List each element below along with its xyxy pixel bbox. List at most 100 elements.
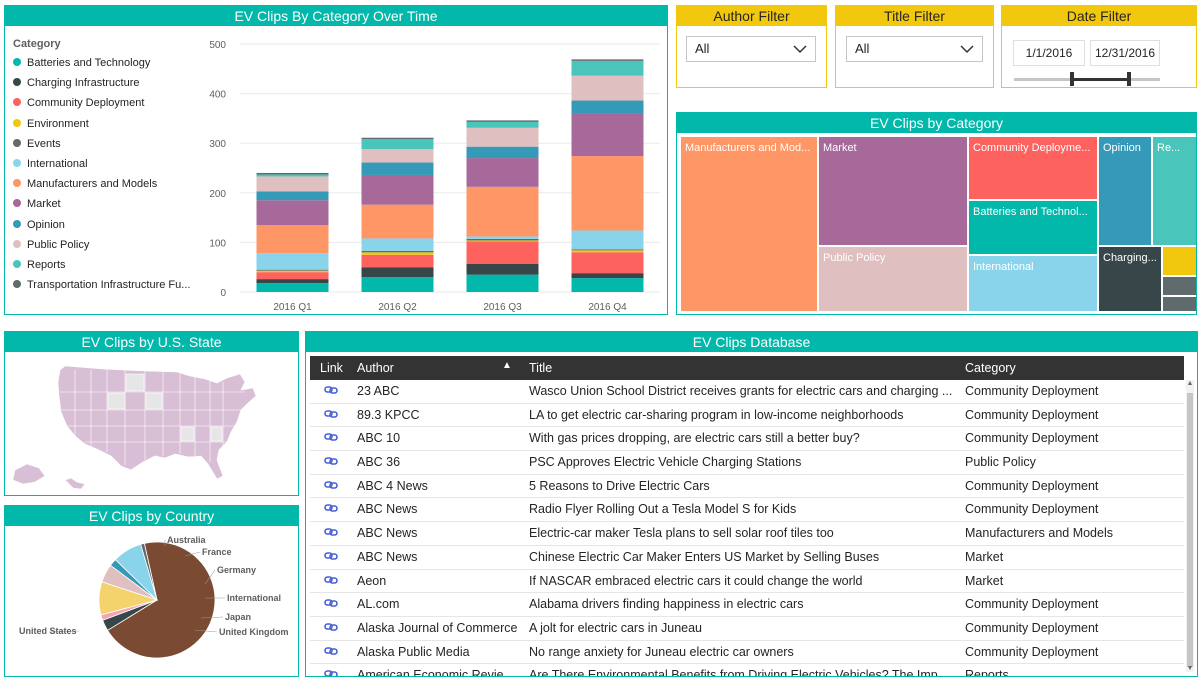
table-row[interactable]: 23 ABC Wasco Union School District receiv… (310, 380, 1184, 404)
legend-item[interactable]: Community Deployment (13, 97, 203, 117)
legend-item[interactable]: Opinion (13, 219, 203, 239)
bar-segment[interactable] (361, 252, 434, 255)
bar-segment[interactable] (466, 263, 539, 275)
bar-segment[interactable] (571, 113, 644, 157)
bar-segment[interactable] (466, 186, 539, 237)
link-icon[interactable] (324, 431, 340, 446)
bar-segment[interactable] (361, 149, 434, 163)
bar-segment[interactable] (361, 204, 434, 239)
table-row[interactable]: ABC News Chinese Electric Car Maker Enter… (310, 546, 1184, 570)
bar-segment[interactable] (361, 267, 434, 278)
author-filter-dropdown[interactable]: All (686, 36, 816, 62)
pie-slice[interactable] (140, 542, 158, 601)
link-icon[interactable] (324, 574, 340, 589)
bar-segment[interactable] (256, 172, 329, 175)
bar-segment[interactable] (571, 156, 644, 231)
treemap-tile[interactable] (1163, 297, 1196, 313)
bar-segment[interactable] (256, 272, 329, 280)
legend-item[interactable]: Transportation Infrastructure Fu... (13, 279, 203, 299)
bar-segment[interactable] (466, 238, 539, 241)
link-icon[interactable] (324, 550, 340, 565)
link-icon[interactable] (324, 621, 340, 636)
legend-item[interactable]: Market (13, 198, 203, 218)
column-header-title[interactable]: Title (529, 361, 553, 375)
column-header-author[interactable]: Author (357, 361, 394, 375)
title-filter-dropdown[interactable]: All (846, 36, 983, 62)
bar-segment[interactable] (571, 249, 644, 251)
scroll-up-icon[interactable]: ▲ (1186, 380, 1194, 387)
date-end-input[interactable]: 12/31/2016 (1090, 40, 1160, 66)
bar-segment[interactable] (466, 274, 539, 292)
treemap-tile[interactable] (1163, 247, 1196, 277)
bar-segment[interactable] (466, 146, 539, 159)
date-slider-start-handle[interactable] (1070, 72, 1075, 86)
bar-segment[interactable] (466, 120, 539, 122)
legend-item[interactable]: Public Policy (13, 239, 203, 259)
bar-segment[interactable] (361, 174, 434, 205)
bar-segment[interactable] (571, 230, 644, 250)
bar-segment[interactable] (361, 162, 434, 175)
bar-segment[interactable] (466, 127, 539, 147)
bar-segment[interactable] (361, 238, 434, 251)
bar-segment[interactable] (361, 137, 434, 140)
legend-item[interactable]: Events (13, 138, 203, 158)
link-icon[interactable] (324, 502, 340, 517)
link-icon[interactable] (324, 597, 340, 612)
table-row[interactable]: AL.com Alabama drivers finding happiness … (310, 593, 1184, 617)
table-row[interactable]: 89.3 KPCC LA to get electric car-sharing … (310, 404, 1184, 428)
link-icon[interactable] (324, 455, 340, 470)
treemap-tile[interactable]: Public Policy (819, 247, 969, 313)
table-row[interactable]: American Economic Revie... Are There Envi… (310, 664, 1184, 676)
bar-segment[interactable] (466, 241, 539, 264)
treemap-tile[interactable]: Opinion (1099, 137, 1153, 247)
bar-segment[interactable] (466, 240, 539, 242)
legend-item[interactable]: Charging Infrastructure (13, 77, 203, 97)
legend-item[interactable]: International (13, 158, 203, 178)
treemap-tile[interactable]: International (969, 256, 1099, 313)
bar-segment[interactable] (571, 60, 644, 76)
bar-segment[interactable] (571, 75, 644, 101)
table-row[interactable]: ABC 4 News 5 Reasons to Drive Electric Ca… (310, 475, 1184, 499)
bar-segment[interactable] (256, 270, 329, 273)
pie-slice[interactable] (107, 541, 216, 659)
legend-item[interactable]: Reports (13, 259, 203, 279)
bar-segment[interactable] (361, 277, 434, 292)
bar-segment[interactable] (361, 250, 434, 253)
treemap-tile[interactable]: Market (819, 137, 969, 247)
treemap-tile[interactable]: Community Deployme... (969, 137, 1099, 201)
bar-segment[interactable] (256, 269, 329, 271)
bar-segment[interactable] (256, 174, 329, 177)
link-icon[interactable] (324, 479, 340, 494)
table-row[interactable]: ABC News Electric-car maker Tesla plans t… (310, 522, 1184, 546)
column-header-link[interactable]: Link (320, 361, 343, 375)
treemap-tile[interactable]: Charging... (1099, 247, 1163, 313)
treemap-tile[interactable]: Re... (1153, 137, 1196, 247)
bar-segment[interactable] (256, 176, 329, 192)
bar-segment[interactable] (466, 236, 539, 239)
bar-segment[interactable] (256, 283, 329, 292)
bar-segment[interactable] (571, 59, 644, 61)
bar-segment[interactable] (571, 250, 644, 253)
table-row[interactable]: ABC 10 With gas prices dropping, are elec… (310, 427, 1184, 452)
treemap-tile[interactable] (1163, 277, 1196, 297)
treemap-tile[interactable]: Batteries and Technol... (969, 201, 1099, 256)
bar-segment[interactable] (256, 253, 329, 270)
bar-segment[interactable] (466, 158, 539, 187)
scrollbar-thumb[interactable] (1187, 393, 1193, 667)
legend-item[interactable]: Batteries and Technology (13, 57, 203, 77)
bar-segment[interactable] (571, 100, 644, 114)
table-row[interactable]: Alaska Public Media No range anxiety for … (310, 641, 1184, 665)
column-header-category[interactable]: Category (965, 361, 1016, 375)
link-icon[interactable] (324, 526, 340, 541)
bar-segment[interactable] (361, 254, 434, 268)
bar-segment[interactable] (256, 225, 329, 254)
date-start-input[interactable]: 1/1/2016 (1013, 40, 1085, 66)
scroll-down-icon[interactable]: ▼ (1186, 665, 1194, 672)
table-row[interactable]: Aeon If NASCAR embraced electric cars it … (310, 570, 1184, 594)
link-icon[interactable] (324, 645, 340, 660)
bar-segment[interactable] (361, 139, 434, 150)
table-row[interactable]: Alaska Journal of Commerce A jolt for ele… (310, 617, 1184, 641)
bar-segment[interactable] (571, 278, 644, 292)
bar-segment[interactable] (256, 191, 329, 201)
bar-segment[interactable] (466, 121, 539, 128)
